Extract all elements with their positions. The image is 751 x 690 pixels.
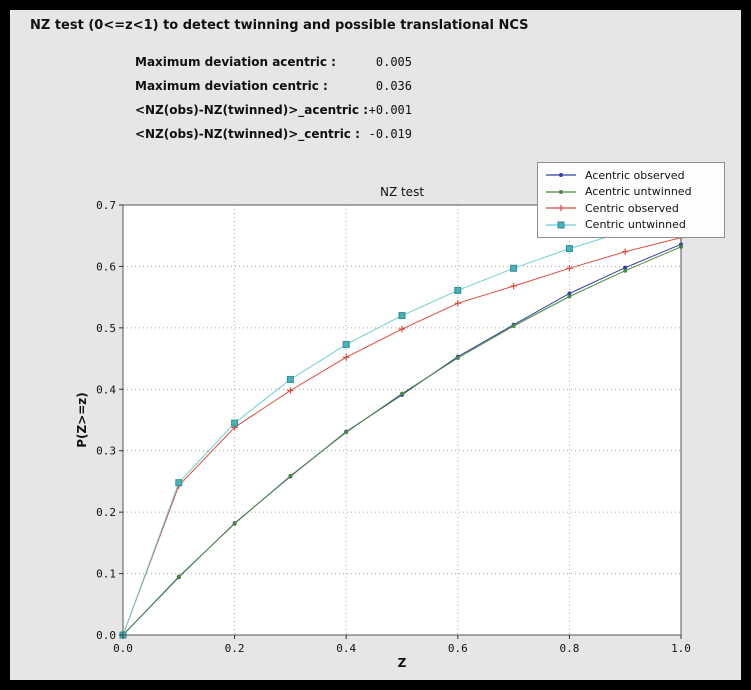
- data-point-marker: [557, 221, 565, 229]
- data-point-marker: [398, 312, 406, 320]
- y-tick-label: 0.0: [96, 629, 116, 642]
- legend-sample-line: [546, 173, 576, 178]
- legend-sample-line: [546, 189, 576, 194]
- y-tick-label: 0.6: [96, 260, 116, 273]
- x-tick-label: 0.0: [113, 642, 133, 655]
- data-point-marker: [286, 375, 294, 383]
- legend-item: Acentric observed: [544, 167, 718, 183]
- stat-value: +0.001: [368, 103, 412, 117]
- legend-label: Centric untwinned: [585, 218, 686, 232]
- data-point-marker: [344, 430, 349, 435]
- data-point-marker: [567, 291, 572, 296]
- data-point-marker: [288, 473, 293, 478]
- x-tick-label: 0.6: [448, 642, 468, 655]
- chart-legend: Acentric observed Acentric untwinned Cen…: [537, 162, 725, 238]
- legend-item: Centric untwinned: [544, 217, 718, 233]
- y-tick-label: 0.2: [96, 506, 116, 519]
- axis-ticks: [119, 204, 682, 639]
- data-point-marker: [623, 268, 628, 273]
- nz-test-chart: 0.0 0.1 0.2 0.3 0.4 0.5 0.6 0.7 0.0 0.2 0.4 0.6 0.8 1…: [75, 185, 691, 670]
- y-tick-label: 0.1: [96, 568, 116, 581]
- stat-value: 0.005: [375, 55, 412, 69]
- legend-label: Centric observed: [585, 201, 679, 215]
- data-point-marker: [232, 521, 237, 526]
- data-point-marker: [454, 286, 462, 294]
- y-tick-label: 0.7: [96, 199, 116, 212]
- data-point-marker: [567, 294, 572, 299]
- y-tick-label: 0.3: [96, 445, 116, 458]
- legend-item: Centric observed: [544, 200, 718, 216]
- data-point-marker: [623, 265, 628, 270]
- stat-row: Maximum deviation centric : 0.036: [10, 79, 741, 95]
- stat-label: <NZ(obs)-NZ(twinned)>_acentric :: [135, 103, 368, 117]
- stat-label: <NZ(obs)-NZ(twinned)>_centric :: [135, 127, 360, 141]
- page-title: NZ test (0<=z<1) to detect twinning and …: [30, 18, 529, 33]
- grid-lines: [123, 205, 681, 635]
- plot-border: [122, 204, 682, 636]
- x-tick-label: 1.0: [671, 642, 691, 655]
- legend-label: Acentric observed: [585, 168, 685, 182]
- stat-label: Maximum deviation acentric :: [135, 55, 336, 69]
- data-point-marker: [511, 324, 516, 329]
- stat-label: Maximum deviation centric :: [135, 79, 328, 93]
- legend-sample-line: [546, 221, 576, 229]
- stat-row: Maximum deviation acentric : 0.005: [10, 55, 741, 71]
- y-tick-label: 0.4: [96, 383, 116, 396]
- stat-value: 0.036: [375, 79, 412, 93]
- x-tick-label: 0.8: [559, 642, 579, 655]
- plot-area: [123, 205, 681, 635]
- data-point-marker: [342, 340, 350, 348]
- y-tick-label: 0.5: [96, 322, 116, 335]
- data-point-marker: [175, 479, 183, 487]
- data-point-marker: [510, 264, 518, 272]
- legend-sample-line: [546, 205, 576, 212]
- data-series: [119, 211, 685, 639]
- x-tick-label: 0.2: [225, 642, 245, 655]
- stat-row: <NZ(obs)-NZ(twinned)>_centric : -0.019: [10, 127, 741, 143]
- legend-item: Acentric untwinned: [544, 184, 718, 200]
- data-point-marker: [559, 173, 563, 178]
- data-point-marker: [455, 355, 460, 360]
- plot-window: NZ test (0<=z<1) to detect twinning and …: [10, 10, 741, 680]
- legend-label: Acentric untwinned: [585, 185, 692, 199]
- chart-title: NZ test: [380, 185, 424, 199]
- stat-row: <NZ(obs)-NZ(twinned)>_acentric : +0.001: [10, 103, 741, 119]
- data-point-marker: [176, 574, 181, 579]
- data-point-marker: [400, 391, 404, 396]
- y-axis-label: P(Z>=z): [75, 392, 89, 448]
- x-axis-label: Z: [398, 656, 407, 670]
- x-tick-label: 0.4: [336, 642, 356, 655]
- stat-value: -0.019: [368, 127, 412, 141]
- tick-labels: 0.0 0.1 0.2 0.3 0.4 0.5 0.6 0.7 0.0 0.2 0.4 0.6 0.8 1…: [96, 199, 691, 655]
- data-point-marker: [565, 245, 573, 253]
- data-point-marker: [231, 419, 239, 427]
- data-point-marker: [559, 189, 563, 194]
